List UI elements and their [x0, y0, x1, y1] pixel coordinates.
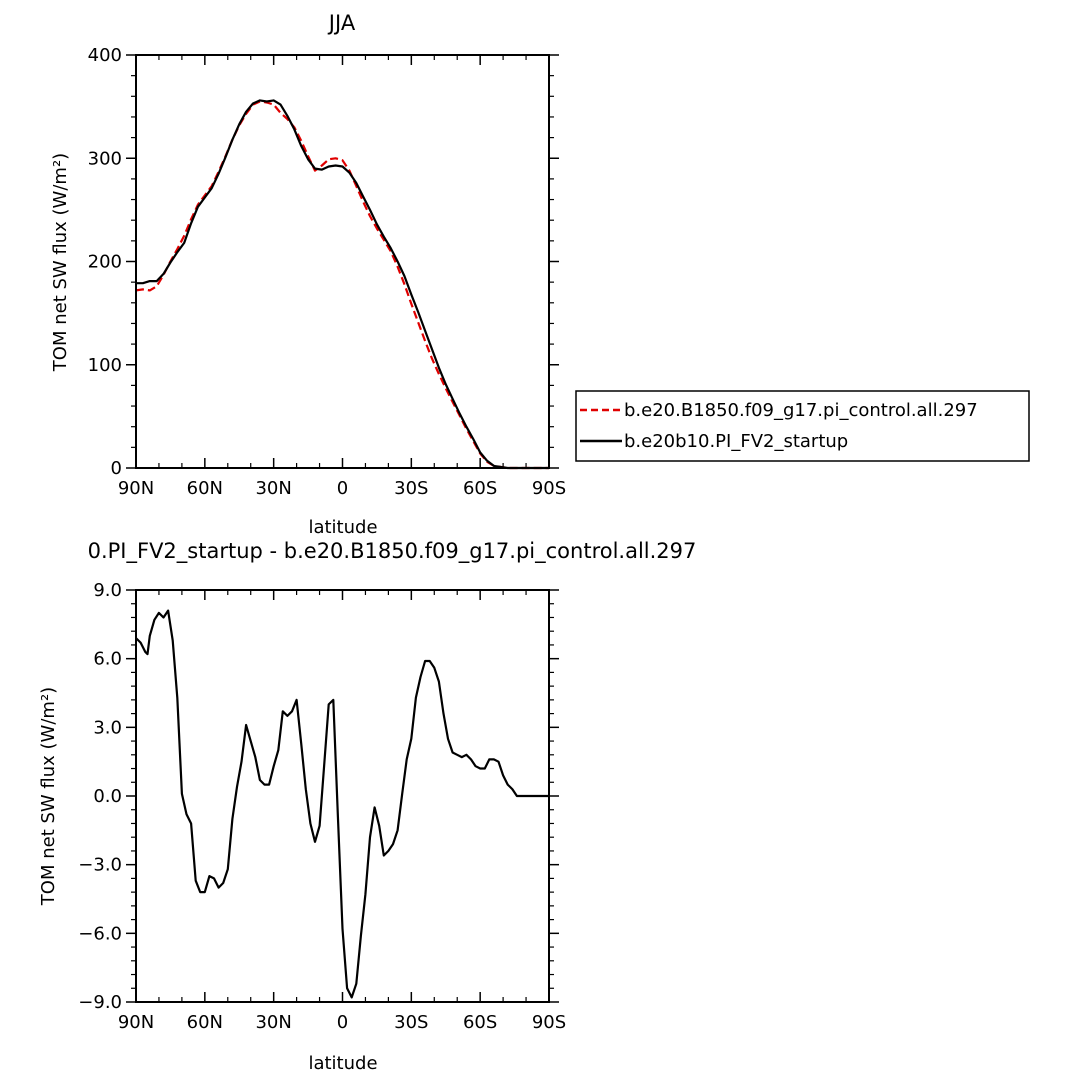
x-tick-label: 0 — [337, 1012, 348, 1033]
legend-entry-1: b.e20.B1850.f09_g17.pi_control.all.297 — [624, 400, 978, 421]
x-tick-label: 0 — [337, 478, 348, 499]
legend: b.e20.B1850.f09_g17.pi_control.all.297 b… — [575, 390, 1030, 462]
x-tick-label: 30S — [394, 1012, 428, 1033]
y-tick-label: −6.0 — [78, 923, 122, 944]
bottom-chart-series — [135, 609, 549, 999]
x-tick-label: 60S — [463, 478, 497, 499]
bottom-chart-xlabel: latitude — [308, 1053, 377, 1074]
x-tick-label: 90N — [118, 478, 154, 499]
y-tick-label: −3.0 — [78, 855, 122, 876]
y-tick-label: 300 — [88, 148, 122, 169]
bottom-chart-ylabel: TOM net SW flux (W/m²) — [38, 687, 59, 906]
x-tick-label: 60S — [463, 1012, 497, 1033]
x-tick-label: 30S — [394, 478, 428, 499]
series-line-dashed-0-0 — [135, 100, 549, 470]
top-chart-series — [135, 99, 549, 470]
series-line-solid-0-1 — [136, 99, 549, 470]
top-chart-frame — [135, 54, 550, 469]
x-tick-label: 90S — [532, 1012, 566, 1033]
y-tick-label: 9.0 — [93, 580, 122, 601]
y-tick-label: 6.0 — [93, 649, 122, 670]
legend-box — [575, 390, 1030, 462]
x-tick-label: 60N — [187, 478, 223, 499]
y-tick-label: 3.0 — [93, 717, 122, 738]
top-chart: JJA 90N 60N 30N 0 30S 60S 90S 0 100 200 300 400 lat… — [50, 11, 1030, 538]
legend-entry-2: b.e20b10.PI_FV2_startup — [624, 431, 848, 452]
x-tick-label: 60N — [187, 1012, 223, 1033]
bottom-chart: 0.PI_FV2_startup - b.e20.B1850.f09_g17.p… — [38, 539, 696, 1074]
y-tick-label: 0 — [111, 458, 122, 479]
bottom-chart-axes: 90N 60N 30N 0 30S 60S 90S −9.0 −6.0 −3.0 0.0 3.0 6.0… — [78, 580, 566, 1033]
top-chart-xlabel: latitude — [308, 517, 377, 538]
bottom-chart-title: 0.PI_FV2_startup - b.e20.B1850.f09_g17.p… — [88, 539, 697, 564]
y-tick-label: 0.0 — [93, 786, 122, 807]
series-line-solid-1-0 — [135, 609, 549, 999]
x-tick-label: 30N — [255, 478, 291, 499]
top-chart-title: JJA — [327, 11, 356, 35]
top-chart-axes: 90N 60N 30N 0 30S 60S 90S 0 100 200 300 400 — [88, 45, 567, 499]
x-tick-label: 90N — [118, 1012, 154, 1033]
y-tick-label: 100 — [88, 355, 122, 376]
y-tick-label: −9.0 — [78, 992, 122, 1013]
y-tick-label: 400 — [88, 45, 122, 66]
y-tick-label: 200 — [88, 252, 122, 273]
x-tick-label: 30N — [255, 1012, 291, 1033]
x-tick-label: 90S — [532, 478, 566, 499]
top-chart-ylabel: TOM net SW flux (W/m²) — [50, 153, 71, 372]
bottom-chart-frame — [135, 589, 550, 1003]
